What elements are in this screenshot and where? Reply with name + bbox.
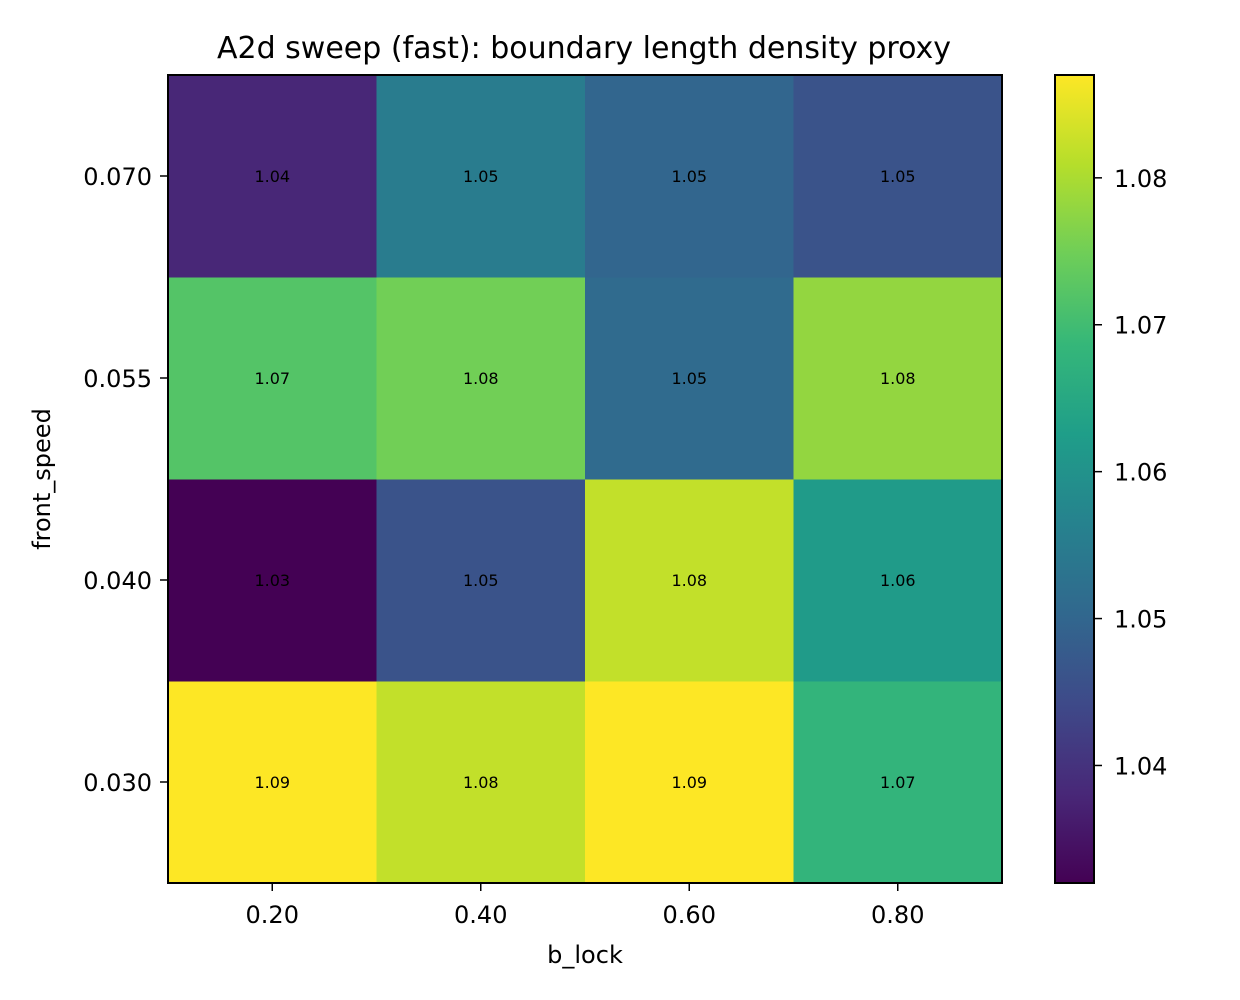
colorbar-tick-label: 1.08 <box>1114 165 1167 193</box>
cell-value-label: 1.05 <box>463 571 499 590</box>
heatmap-cell <box>793 479 1003 682</box>
y-tick-label: 0.040 <box>83 567 152 595</box>
heatmap-cell <box>793 681 1003 884</box>
cell-value-label: 1.05 <box>671 167 707 186</box>
cell-value-label: 1.05 <box>880 167 916 186</box>
cell-value-label: 1.05 <box>463 167 499 186</box>
colorbar-ticks: 1.04 1.05 1.06 1.07 1.08 <box>1094 165 1167 780</box>
x-axis: 0.20 0.40 0.60 0.80 <box>246 883 924 929</box>
colorbar-tick-label: 1.06 <box>1114 459 1167 487</box>
heatmap-cell <box>793 75 1003 278</box>
cell-value-label: 1.09 <box>671 773 707 792</box>
cell-value-label: 1.05 <box>671 369 707 388</box>
y-axis: 0.030 0.040 0.055 0.070 <box>83 163 168 797</box>
heatmap-cell <box>585 479 794 682</box>
x-tick-label: 0.20 <box>246 901 299 929</box>
heatmap-cell <box>376 75 586 278</box>
heatmap-cells: 1.09 1.08 1.09 1.07 1.03 1.05 1.08 1.06 1.07 1.08… <box>168 75 1003 884</box>
colorbar-frame <box>1054 74 1095 884</box>
cell-value-label: 1.08 <box>463 773 499 792</box>
cell-value-label: 1.08 <box>463 369 499 388</box>
cell-value-label: 1.04 <box>254 167 290 186</box>
y-tick-label: 0.055 <box>83 365 152 393</box>
heatmap-cell <box>585 277 794 480</box>
cell-value-label: 1.03 <box>254 571 290 590</box>
heatmap-cell <box>168 479 377 682</box>
x-axis-label: b_lock <box>547 941 623 969</box>
plot-frame <box>167 74 1003 884</box>
cell-value-label: 1.09 <box>254 773 290 792</box>
y-tick-label: 0.030 <box>83 769 152 797</box>
cell-value-label: 1.07 <box>254 369 290 388</box>
cell-value-label: 1.06 <box>880 571 916 590</box>
x-tick-label: 0.80 <box>871 901 924 929</box>
cell-value-label: 1.07 <box>880 773 916 792</box>
colorbar <box>1055 75 1094 883</box>
heatmap-cell <box>376 277 586 480</box>
x-tick-label: 0.40 <box>454 901 507 929</box>
cell-value-label: 1.08 <box>880 369 916 388</box>
heatmap-cell <box>168 277 377 480</box>
heatmap-cell <box>168 75 377 278</box>
heatmap-cell <box>585 681 794 884</box>
heatmap-cell <box>585 75 794 278</box>
colorbar-tick-label: 1.04 <box>1114 752 1167 780</box>
chart-title: A2d sweep (fast): boundary length densit… <box>217 31 951 66</box>
x-tick-label: 0.60 <box>663 901 716 929</box>
heatmap-cell <box>168 681 377 884</box>
y-tick-label: 0.070 <box>83 163 152 191</box>
colorbar-tick-label: 1.05 <box>1114 606 1167 634</box>
heatmap-cell <box>376 479 586 682</box>
heatmap-cell <box>376 681 586 884</box>
colorbar-tick-label: 1.07 <box>1114 312 1167 340</box>
y-axis-label: front_speed <box>28 408 56 550</box>
cell-value-label: 1.08 <box>671 571 707 590</box>
heatmap-cell <box>793 277 1003 480</box>
